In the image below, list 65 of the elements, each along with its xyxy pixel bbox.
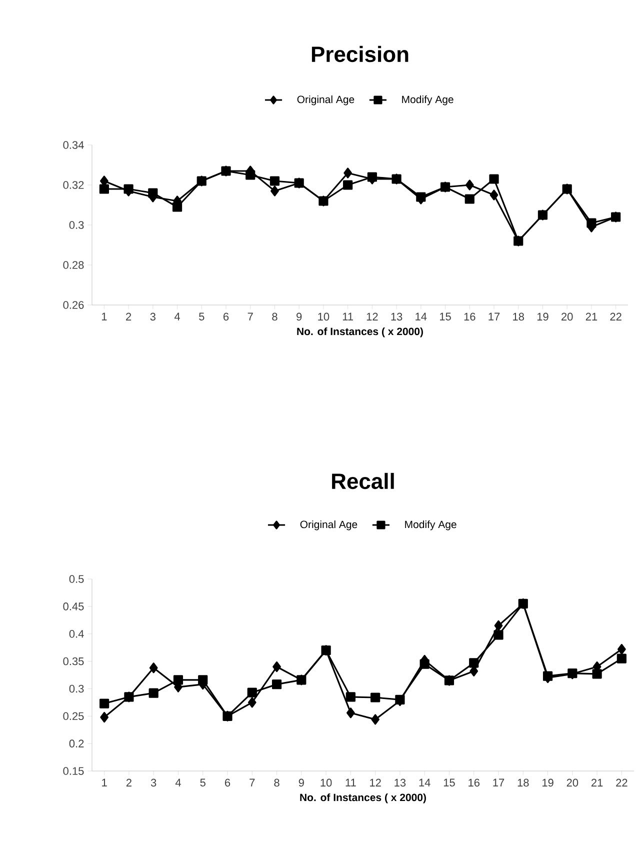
x-tick-label: 11 (346, 778, 356, 786)
x-tick-label: 19 (537, 312, 548, 321)
y-tick-label: 0.4 (69, 630, 84, 638)
x-tick-label: 16 (468, 778, 480, 787)
x-tick-label: 11 (342, 312, 353, 320)
chart-title: Precision (312, 46, 408, 62)
y-tick-label: 0.28 (63, 261, 84, 269)
y-tick-label: 0.32 (63, 181, 84, 189)
x-tick-label: 2 (126, 778, 132, 786)
legend-label: Original Age (300, 520, 358, 530)
x-tick-label: 5 (200, 778, 206, 786)
x-tick-label: 15 (444, 778, 455, 786)
y-tick-label: 0.26 (63, 301, 84, 309)
x-tick-label: 6 (224, 312, 229, 321)
x-tick-label: 20 (562, 312, 573, 321)
y-tick-label: 0.34 (63, 141, 84, 149)
x-tick-label: 3 (150, 778, 156, 787)
x-tick-label: 14 (419, 778, 430, 786)
y-tick-label: 0.35 (63, 657, 84, 666)
x-tick-label: 15 (440, 312, 451, 320)
x-tick-label: 19 (542, 778, 554, 787)
x-tick-label: 13 (394, 778, 406, 787)
x-tick-label: 1 (102, 312, 107, 320)
legend-label: Modify Age (402, 95, 454, 106)
x-tick-label: 10 (318, 312, 330, 321)
x-tick-label: 22 (616, 778, 628, 786)
x-tick-label: 17 (493, 778, 504, 786)
x-tick-label: 14 (416, 312, 427, 320)
x-tick-label: 12 (366, 312, 378, 320)
y-tick-label: 0.45 (63, 602, 84, 610)
y-tick-label: 0.3 (69, 684, 84, 693)
x-tick-label: 5 (199, 312, 204, 320)
x-tick-label: 8 (272, 312, 278, 321)
x-tick-label: 13 (391, 312, 402, 321)
x-tick-label: 9 (296, 312, 302, 321)
y-tick-label: 0.15 (63, 767, 84, 775)
x-tick-label: 7 (248, 312, 253, 320)
x-tick-label: 21 (591, 778, 603, 786)
x-tick-label: 18 (513, 312, 524, 321)
x-tick-label: 1 (102, 778, 107, 786)
x-tick-label: 18 (518, 778, 529, 787)
legend-label: Original Age (297, 95, 354, 106)
x-tick-label: 22 (610, 312, 622, 320)
x-tick-label: 9 (298, 778, 304, 787)
x-tick-label: 4 (174, 312, 180, 320)
x-tick-label: 21 (586, 312, 598, 320)
y-tick-label: 0.25 (63, 712, 84, 720)
x-tick-label: 4 (175, 778, 181, 786)
x-tick-label: 12 (370, 778, 381, 786)
y-tick-label: 0.5 (69, 575, 84, 583)
x-tick-label: 7 (250, 778, 255, 786)
y-tick-label: 0.3 (69, 221, 84, 229)
x-tick-label: 2 (126, 312, 132, 320)
x-axis-title: No. of Instances ( x 2000) (297, 327, 423, 338)
x-tick-label: 17 (488, 312, 500, 320)
x-tick-label: 16 (464, 312, 476, 321)
x-tick-label: 20 (566, 778, 578, 787)
legend-label: Modify Age (405, 520, 456, 530)
x-tick-label: 3 (150, 312, 156, 321)
x-tick-label: 10 (320, 778, 332, 787)
x-tick-label: 8 (274, 778, 280, 787)
x-tick-label: 6 (225, 778, 230, 787)
y-tick-label: 0.2 (69, 740, 84, 748)
x-axis-title: No. of Instances ( x 2000) (300, 793, 426, 804)
chart-title: Recall (332, 472, 394, 490)
